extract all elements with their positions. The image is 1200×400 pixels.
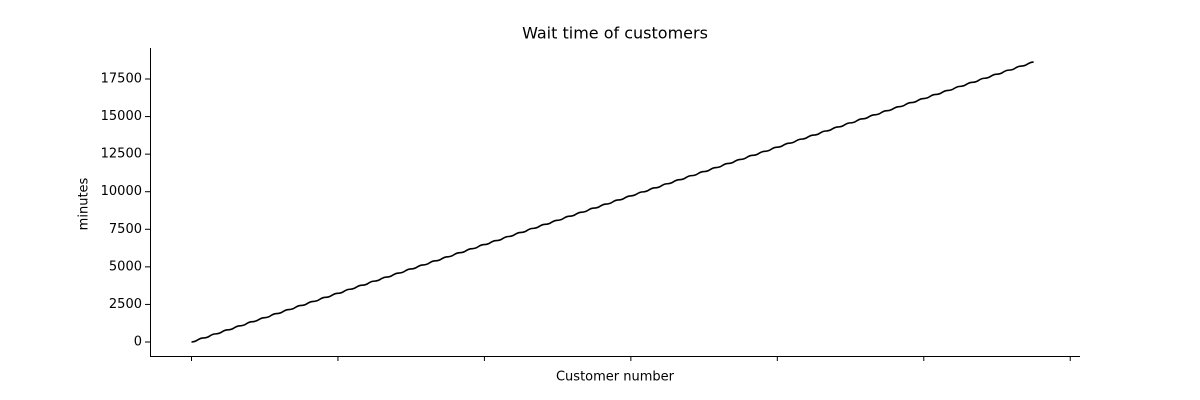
y-axis-label: minutes bbox=[77, 177, 92, 230]
chart-title: Wait time of customers bbox=[522, 24, 708, 43]
y-tick-label: 12500 bbox=[101, 147, 142, 162]
y-tick-label: 5000 bbox=[109, 259, 142, 274]
line-series bbox=[191, 61, 1034, 343]
y-tick-label: 10000 bbox=[101, 184, 142, 199]
y-tick-label: 2500 bbox=[109, 297, 142, 312]
y-tick-label: 17500 bbox=[101, 72, 142, 87]
y-tick-label: 7500 bbox=[109, 222, 142, 237]
y-tick-label: 0 bbox=[134, 334, 142, 349]
x-axis-label: Customer number bbox=[556, 370, 675, 385]
y-tick-label: 15000 bbox=[101, 109, 142, 124]
